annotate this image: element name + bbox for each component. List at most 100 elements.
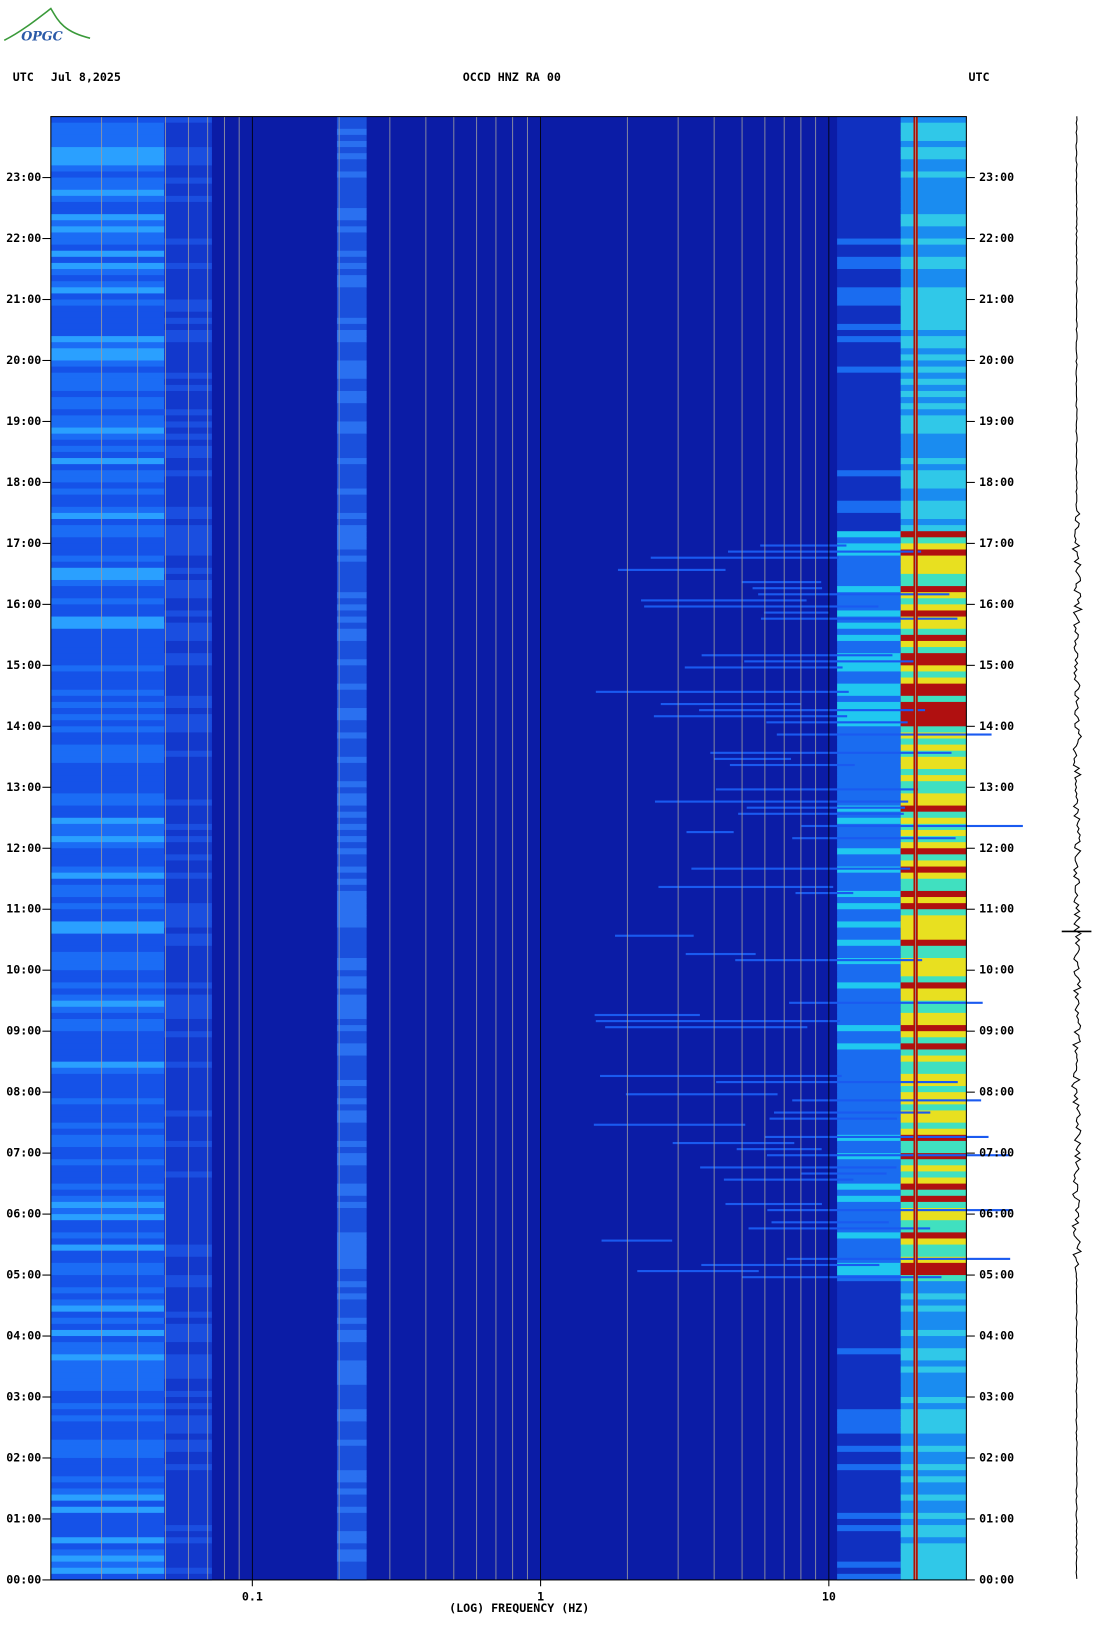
band (336, 1415, 367, 1422)
band (837, 1043, 901, 1050)
band (50, 1214, 165, 1221)
band (50, 1403, 165, 1410)
y-tick-label: 04:00 (979, 1329, 1014, 1343)
band (336, 842, 367, 849)
band (336, 671, 367, 679)
band (900, 811, 967, 819)
streak (617, 568, 726, 571)
band (837, 1128, 901, 1136)
band (837, 171, 901, 179)
y-tick-label: 13:00 (6, 780, 41, 794)
band (50, 1537, 165, 1544)
band (50, 988, 165, 996)
band (336, 360, 367, 368)
band (837, 281, 901, 288)
band (50, 604, 165, 611)
band (837, 909, 901, 916)
streak (801, 1172, 887, 1175)
band (336, 1372, 367, 1380)
y-tick-label: 08:00 (979, 1085, 1014, 1099)
band (837, 1092, 901, 1099)
band (837, 592, 901, 599)
band (50, 470, 165, 477)
band (50, 1372, 165, 1380)
band (900, 543, 967, 551)
band (900, 220, 967, 227)
band (50, 1531, 165, 1538)
band (837, 1031, 901, 1038)
band (900, 1079, 967, 1087)
band (900, 451, 967, 459)
band (837, 403, 901, 410)
band (336, 1226, 367, 1233)
band (837, 1488, 901, 1496)
streak (600, 1074, 842, 1078)
band (900, 1445, 967, 1453)
band (336, 939, 367, 947)
band (837, 781, 901, 788)
band (50, 183, 165, 191)
band (50, 1555, 165, 1563)
band (336, 500, 367, 508)
band (900, 616, 967, 624)
band (336, 1165, 367, 1172)
band (336, 1427, 367, 1435)
streak (792, 1099, 982, 1102)
y-tick-label: 03:00 (6, 1390, 41, 1404)
band (900, 775, 967, 782)
band (837, 842, 901, 849)
band (837, 1104, 901, 1111)
y-tick-label: 23:00 (979, 170, 1014, 184)
band (50, 561, 165, 569)
band (50, 823, 165, 831)
band (900, 750, 967, 758)
band (50, 1342, 165, 1349)
band (50, 1384, 165, 1392)
band (50, 1073, 165, 1081)
band (900, 1031, 967, 1038)
band (336, 1061, 367, 1069)
band (336, 1207, 367, 1215)
band (837, 1360, 901, 1368)
band (336, 299, 367, 307)
streak (792, 837, 956, 840)
band (50, 884, 165, 892)
band (336, 543, 367, 551)
band (336, 665, 367, 672)
band (336, 1006, 367, 1014)
band (336, 1317, 367, 1325)
band (50, 567, 165, 575)
band (336, 1555, 367, 1563)
band (50, 1043, 165, 1050)
x-tick-label: 1 (537, 1589, 544, 1603)
streak (685, 952, 756, 956)
band (900, 829, 967, 837)
band (50, 640, 165, 648)
band (336, 1140, 367, 1148)
y-tick-label: 07:00 (6, 1146, 41, 1160)
band (837, 409, 901, 416)
band (336, 183, 367, 191)
band (50, 201, 165, 209)
band (50, 1183, 165, 1191)
band (336, 238, 367, 246)
spectrogram (50, 116, 1023, 1581)
band (900, 1573, 967, 1581)
band (900, 1189, 967, 1197)
band (50, 701, 165, 709)
band (50, 250, 165, 258)
band (837, 1427, 901, 1435)
band (50, 1055, 165, 1063)
band (336, 994, 367, 1002)
streak (766, 721, 908, 724)
band (837, 823, 901, 831)
band (900, 1018, 967, 1026)
band (50, 195, 165, 203)
band (837, 884, 901, 892)
band (900, 744, 967, 752)
band (50, 390, 165, 398)
band (837, 1336, 901, 1343)
streak (742, 1276, 942, 1279)
band (837, 470, 901, 477)
band (50, 1250, 165, 1258)
